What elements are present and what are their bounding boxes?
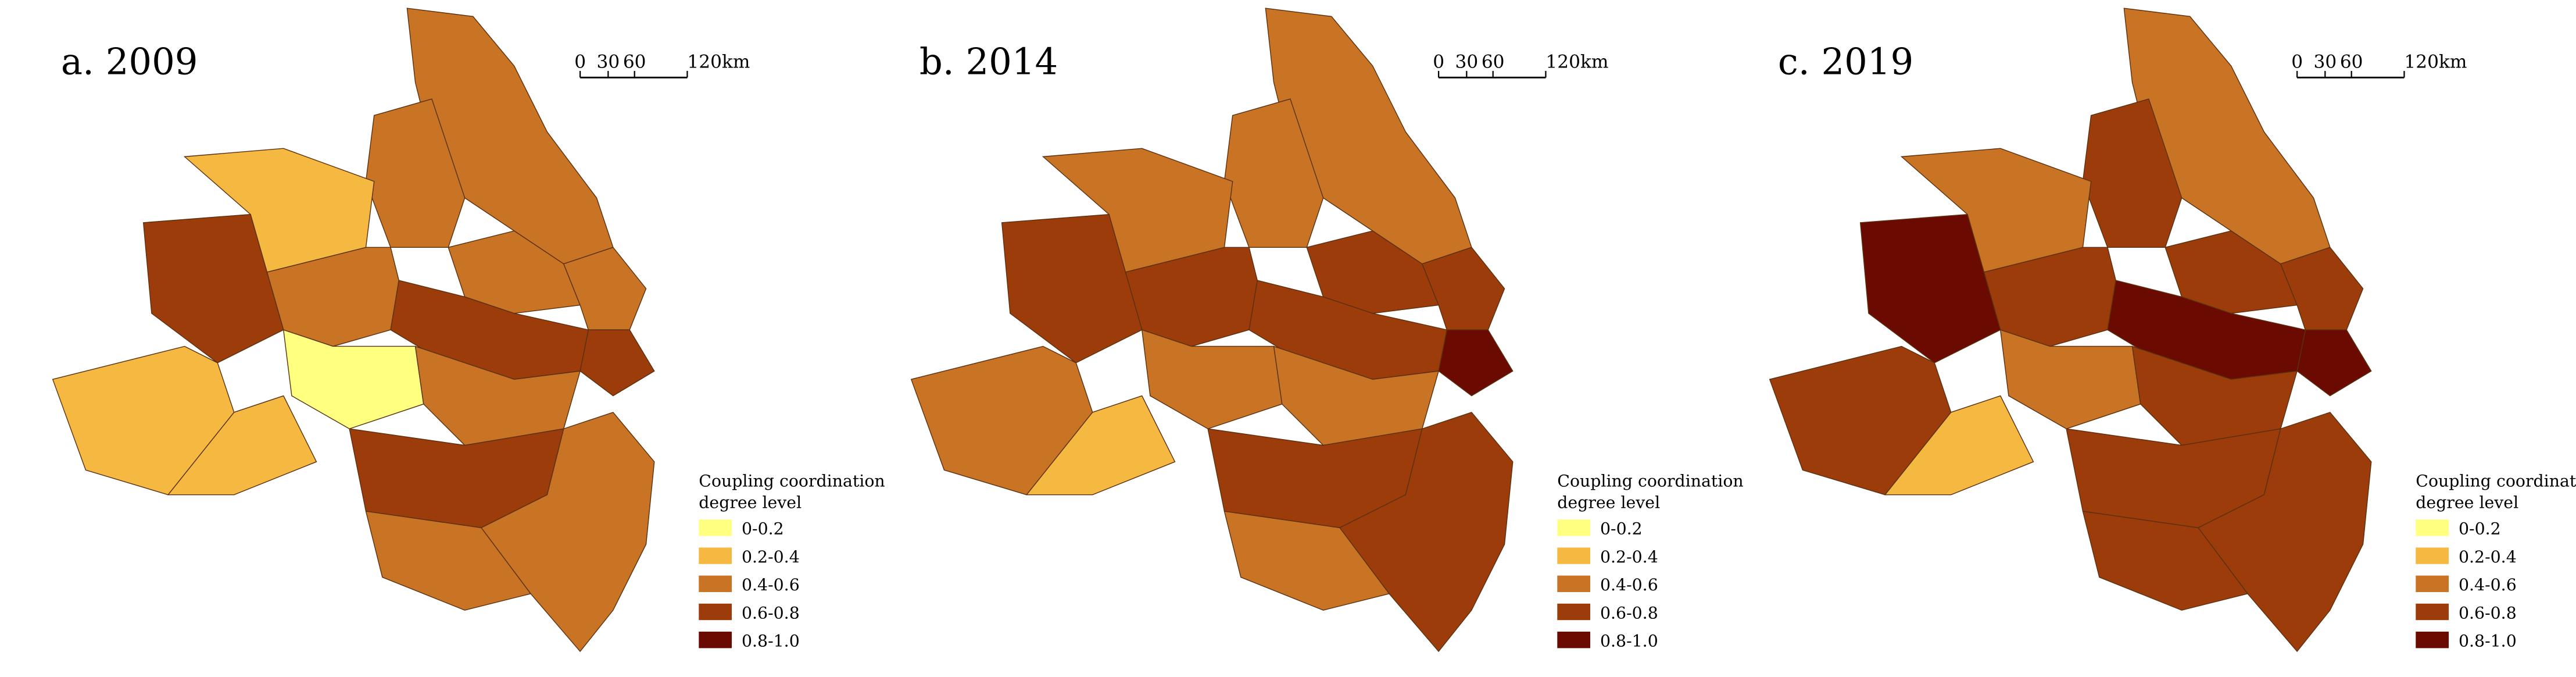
legend-swatch: [1557, 632, 1590, 649]
scale-label: 60: [2340, 51, 2363, 72]
scale-label: 60: [623, 51, 646, 72]
legend-swatch: [2416, 575, 2449, 592]
legend-label: 0.8-1.0: [2459, 632, 2517, 651]
region: [2197, 412, 2372, 653]
region: [1421, 247, 1505, 330]
legend-label: 0.4-0.6: [1600, 575, 1658, 594]
scale-label: 120km: [687, 51, 750, 72]
legend-label: 0-0.2: [742, 519, 784, 539]
legend-swatch: [699, 547, 732, 564]
legend-label: 0-0.2: [1600, 519, 1643, 539]
scale-label: 0: [1433, 51, 1444, 72]
region: [1884, 395, 2034, 496]
legend-label: 0.2-0.4: [1600, 547, 1658, 566]
region: [365, 511, 532, 611]
region: [579, 329, 655, 397]
legend-swatch: [1557, 575, 1590, 592]
legend-title: Coupling coordination: [2416, 471, 2576, 490]
region: [1025, 395, 1176, 496]
region: [1223, 511, 1390, 611]
region: [1339, 412, 1514, 653]
legend-swatch: [2416, 603, 2449, 621]
panel-title: c. 2019: [1778, 41, 1913, 83]
region: [1141, 329, 1283, 430]
legend-swatch: [699, 575, 732, 592]
legend-label: 0.2-0.4: [742, 547, 800, 566]
region: [1999, 329, 2141, 430]
map-panel: a. 2009 0 30 60 120km Coupling coordination de…: [52, 8, 885, 653]
legend-swatch: [2416, 547, 2449, 564]
legend-swatch: [1557, 547, 1590, 564]
legend-swatch: [1557, 603, 1590, 621]
legend-swatch: [699, 519, 732, 536]
legend-swatch: [699, 632, 732, 649]
map-panel: b. 2014 0 30 60 120km Coupling coordination de…: [910, 8, 1744, 653]
region: [2082, 511, 2249, 611]
panel-title: b. 2014: [920, 41, 1058, 83]
legend-label: 0.8-1.0: [742, 632, 800, 651]
scale-label: 0: [574, 51, 586, 72]
legend-swatch: [699, 603, 732, 621]
region: [563, 247, 647, 330]
legend-label: 0.8-1.0: [1600, 632, 1658, 651]
legend-swatch: [1557, 519, 1590, 536]
panel-title: a. 2009: [61, 41, 198, 83]
legend-title: degree level: [699, 493, 802, 512]
legend-label: 0.2-0.4: [2459, 547, 2517, 566]
scale-label: 30: [1455, 51, 1478, 72]
legend-title: degree level: [1557, 493, 1660, 512]
legend-swatch: [2416, 632, 2449, 649]
region: [2296, 329, 2372, 397]
scale-label: 30: [596, 51, 620, 72]
region: [282, 329, 424, 430]
legend-label: 0.4-0.6: [742, 575, 800, 594]
scale-label: 120km: [1545, 51, 1608, 72]
scale-label: 120km: [2404, 51, 2467, 72]
legend-label: 0.6-0.8: [2459, 603, 2517, 622]
legend-label: 0.4-0.6: [2459, 575, 2517, 594]
legend-title: degree level: [2416, 493, 2518, 512]
scale-label: 0: [2291, 51, 2303, 72]
legend-title: Coupling coordination: [1557, 471, 1743, 490]
region: [2280, 247, 2364, 330]
legend-swatch: [2416, 519, 2449, 536]
region: [167, 395, 317, 496]
legend-title: Coupling coordination: [699, 471, 885, 490]
legend-label: 0.6-0.8: [742, 603, 800, 622]
legend-label: 0.6-0.8: [1600, 603, 1658, 622]
region: [1438, 329, 1514, 397]
scale-label: 30: [2313, 51, 2337, 72]
scale-label: 60: [1482, 51, 1505, 72]
region: [480, 412, 655, 653]
legend-label: 0-0.2: [2459, 519, 2501, 539]
